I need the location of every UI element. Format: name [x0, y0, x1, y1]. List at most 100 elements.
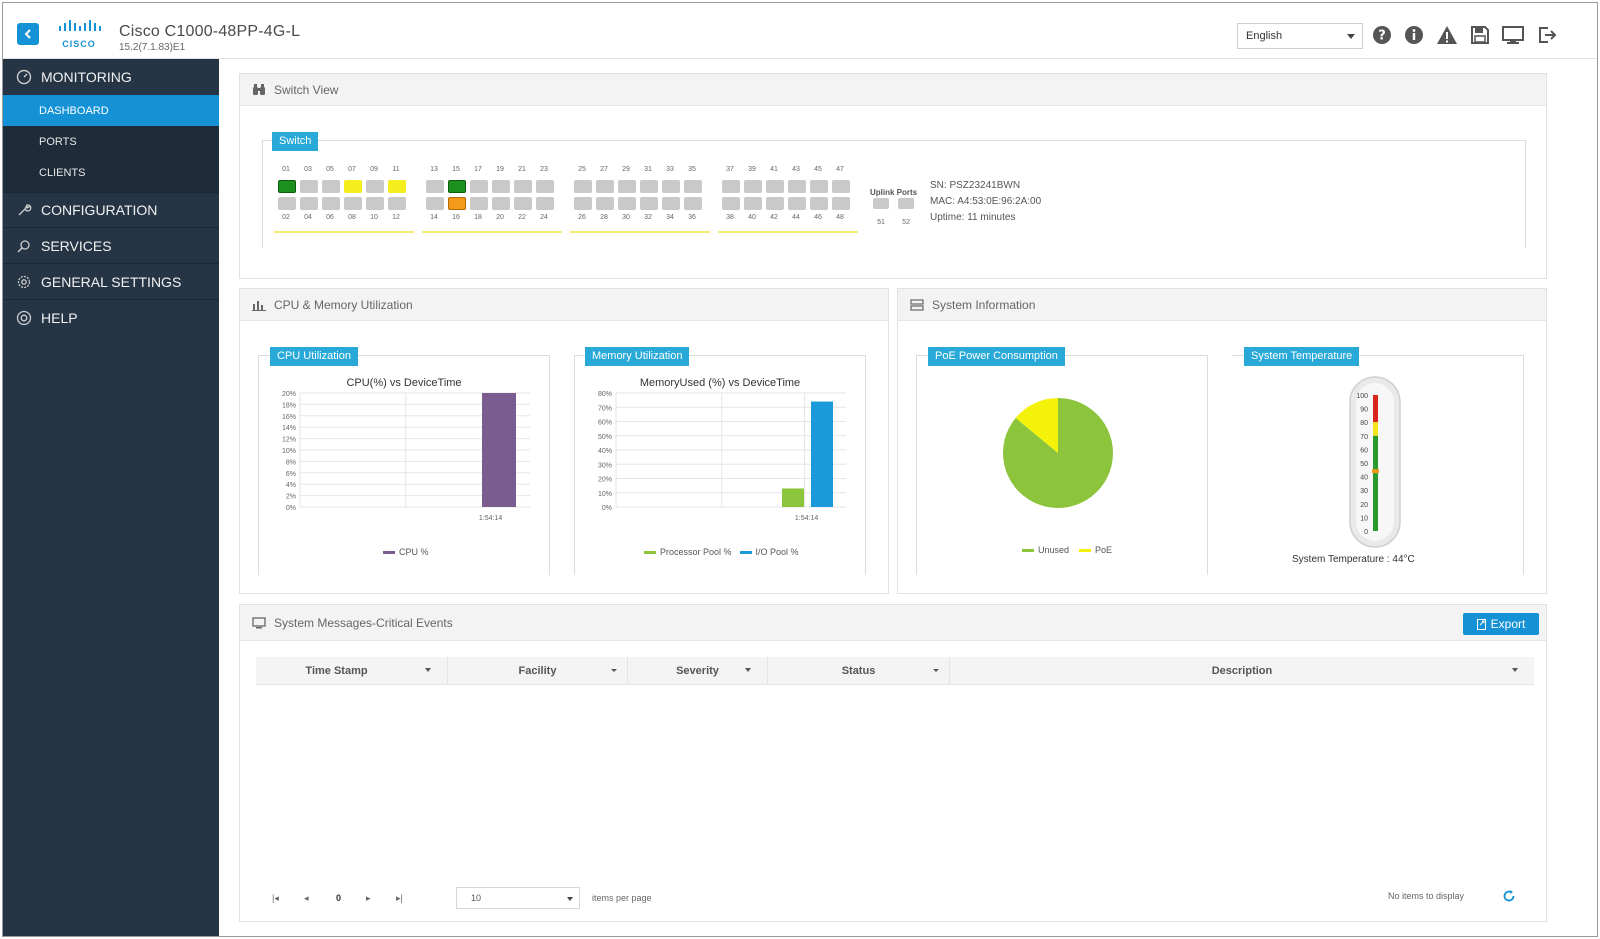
port-46[interactable] [810, 197, 828, 210]
port-29[interactable] [618, 180, 636, 193]
port-05[interactable] [322, 180, 340, 193]
port-27[interactable] [596, 180, 614, 193]
col-time-stamp[interactable]: Time Stamp [256, 657, 448, 685]
sidebar: MONITORING DASHBOARD PORTS CLIENTS CONFI… [3, 59, 219, 936]
y-tick-label: 18% [282, 402, 296, 409]
port-12[interactable] [388, 197, 406, 210]
y-tick-label: 20% [598, 477, 612, 484]
port-43[interactable] [788, 180, 806, 193]
logout-icon[interactable] [1536, 24, 1558, 46]
port-07[interactable] [344, 180, 362, 193]
port-15[interactable] [448, 180, 466, 193]
bar-0 [782, 488, 804, 507]
port-number: 39 [748, 166, 756, 173]
port-number: 10 [370, 214, 378, 221]
nav-monitoring[interactable]: MONITORING [3, 59, 219, 95]
memory-chart-title: MemoryUsed (%) vs DeviceTime [639, 377, 801, 389]
port-04[interactable] [300, 197, 318, 210]
nav-dashboard[interactable]: DASHBOARD [3, 95, 219, 126]
prev-page-icon[interactable]: ◂ [304, 893, 309, 903]
io-legend-swatch [739, 550, 752, 554]
table-body [256, 685, 1534, 885]
system-info-title: System Information [932, 297, 1036, 312]
first-page-icon[interactable]: |◂ [272, 893, 279, 903]
port-18[interactable] [470, 197, 488, 210]
filter-icon [611, 669, 617, 672]
port-19[interactable] [492, 180, 510, 193]
uplink-port-51[interactable] [873, 198, 889, 209]
refresh-icon[interactable] [1502, 889, 1516, 903]
back-button[interactable] [17, 23, 39, 45]
nav-ports[interactable]: PORTS [3, 126, 219, 157]
port-31[interactable] [640, 180, 658, 193]
port-17[interactable] [470, 180, 488, 193]
port-47[interactable] [832, 180, 850, 193]
save-icon[interactable] [1469, 24, 1491, 46]
col-facility[interactable]: Facility [448, 657, 628, 685]
language-select[interactable]: English [1237, 23, 1363, 49]
uplink-port-52[interactable] [898, 198, 914, 209]
port-48[interactable] [832, 197, 850, 210]
port-34[interactable] [662, 197, 680, 210]
col-severity[interactable]: Severity [628, 657, 768, 685]
info-icon[interactable] [1403, 24, 1425, 46]
help-icon[interactable]: ? [1371, 24, 1393, 46]
alert-icon[interactable] [1436, 24, 1458, 46]
port-42[interactable] [766, 197, 784, 210]
current-page[interactable]: 0 [336, 893, 342, 903]
port-44[interactable] [788, 197, 806, 210]
export-button[interactable]: Export [1463, 613, 1539, 635]
port-23[interactable] [536, 180, 554, 193]
port-40[interactable] [744, 197, 762, 210]
port-number: 25 [578, 166, 586, 173]
port-20[interactable] [492, 197, 510, 210]
port-38[interactable] [722, 197, 740, 210]
port-39[interactable] [744, 180, 762, 193]
port-24[interactable] [536, 197, 554, 210]
mac-address: MAC: A4:53:0E:96:2A:00 [930, 196, 1042, 207]
col-description[interactable]: Description [950, 657, 1534, 685]
port-06[interactable] [322, 197, 340, 210]
page-size-select[interactable]: 10 [456, 887, 580, 909]
port-22[interactable] [514, 197, 532, 210]
temp-band-yellow [1373, 422, 1378, 436]
y-tick-label: 10% [598, 491, 612, 498]
port-10[interactable] [366, 197, 384, 210]
col-status[interactable]: Status [768, 657, 950, 685]
nav-help[interactable]: HELP [3, 300, 219, 336]
port-01[interactable] [278, 180, 296, 193]
port-33[interactable] [662, 180, 680, 193]
monitor-icon[interactable] [1502, 24, 1524, 46]
page-size-value: 10 [471, 893, 482, 903]
nav-clients[interactable]: CLIENTS [3, 157, 219, 188]
port-16[interactable] [448, 197, 466, 210]
port-03[interactable] [300, 180, 318, 193]
last-page-icon[interactable]: ▸| [396, 893, 403, 903]
port-number: 14 [430, 214, 438, 221]
nav-configuration[interactable]: CONFIGURATION [3, 192, 219, 228]
port-08[interactable] [344, 197, 362, 210]
port-35[interactable] [684, 180, 702, 193]
port-28[interactable] [596, 197, 614, 210]
port-45[interactable] [810, 180, 828, 193]
processor-legend-swatch [644, 550, 656, 554]
port-13[interactable] [426, 180, 444, 193]
port-09[interactable] [366, 180, 384, 193]
nav-general-settings[interactable]: GENERAL SETTINGS [3, 264, 219, 300]
port-26[interactable] [574, 197, 592, 210]
port-30[interactable] [618, 197, 636, 210]
port-21[interactable] [514, 180, 532, 193]
port-number: 19 [496, 166, 504, 173]
nav-services[interactable]: SERVICES [3, 228, 219, 264]
port-25[interactable] [574, 180, 592, 193]
port-36[interactable] [684, 197, 702, 210]
port-41[interactable] [766, 180, 784, 193]
next-page-icon[interactable]: ▸ [366, 893, 371, 903]
port-number: 43 [792, 166, 800, 173]
port-37[interactable] [722, 180, 740, 193]
port-number: 28 [600, 214, 608, 221]
port-14[interactable] [426, 197, 444, 210]
port-32[interactable] [640, 197, 658, 210]
port-02[interactable] [278, 197, 296, 210]
port-11[interactable] [388, 180, 406, 193]
